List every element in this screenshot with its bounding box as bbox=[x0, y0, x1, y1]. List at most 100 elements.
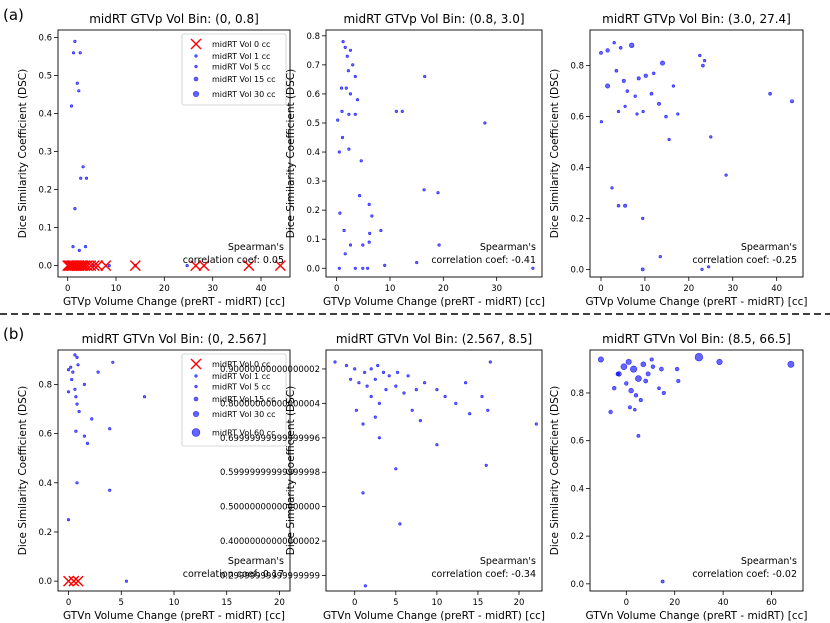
data-point bbox=[361, 422, 365, 426]
data-point bbox=[406, 374, 410, 378]
data-point bbox=[76, 363, 80, 367]
axes-frame bbox=[325, 349, 543, 592]
data-point bbox=[367, 240, 371, 244]
data-point bbox=[633, 94, 637, 98]
data-point bbox=[71, 51, 76, 55]
data-point bbox=[768, 91, 772, 96]
zero-volume-marker bbox=[63, 575, 75, 587]
data-point bbox=[480, 394, 484, 399]
data-point bbox=[628, 387, 634, 394]
data-point bbox=[369, 394, 373, 399]
data-point bbox=[676, 378, 681, 384]
data-point bbox=[534, 422, 538, 426]
data-point bbox=[694, 353, 704, 362]
data-point bbox=[640, 361, 647, 368]
data-point bbox=[82, 434, 86, 438]
scatter-panels: 0 10 20 30 40 0.0 0.1 0.2 0.3 0.4 0.5 0.6 midRT GTVp… bbox=[17, 12, 807, 622]
data-point bbox=[354, 408, 359, 412]
panel-title: midRT GTVp Vol Bin: (3.0, 27.4] bbox=[602, 12, 791, 26]
data-point bbox=[700, 267, 704, 272]
zero-volume-marker bbox=[68, 575, 80, 587]
data-point bbox=[641, 109, 645, 114]
data-point bbox=[618, 45, 623, 50]
data-point bbox=[597, 356, 604, 363]
data-point bbox=[395, 370, 400, 375]
x-tick-label: 10 bbox=[431, 598, 442, 608]
data-point bbox=[400, 109, 404, 113]
x-tick-label: 20 bbox=[669, 598, 680, 608]
y-tick-label: 0.6 bbox=[38, 430, 52, 440]
data-point bbox=[370, 214, 374, 218]
data-point bbox=[66, 518, 71, 522]
y-tick-label: 0.6 bbox=[570, 437, 584, 447]
spearman-annotation-line1: Spearman's bbox=[741, 242, 797, 253]
data-point bbox=[398, 522, 402, 526]
x-tick-label: 40 bbox=[256, 284, 267, 294]
data-point bbox=[659, 366, 664, 372]
legend-box bbox=[181, 353, 287, 447]
scatter-panel: 0 10 20 30 40 0.0 0.2 0.4 0.6 0.8 midRT GTVp Vol B… bbox=[549, 12, 807, 308]
data-point bbox=[340, 135, 345, 140]
data-point bbox=[702, 58, 707, 63]
data-point bbox=[608, 409, 613, 415]
y-axis-label: Dice Similarity Coefficient (DSC) bbox=[549, 69, 561, 238]
data-point bbox=[674, 366, 680, 372]
zero-volume-marker bbox=[190, 260, 202, 272]
data-point bbox=[84, 176, 89, 180]
spearman-annotation-line1: Spearman's bbox=[480, 242, 536, 253]
y-tick-label: 0.4 bbox=[306, 148, 320, 158]
legend-size-marker bbox=[193, 396, 199, 402]
data-point bbox=[612, 386, 617, 391]
scatter-panel: 0 10 20 30 40 0.0 0.1 0.2 0.3 0.4 0.5 0.6 midRT GTVp… bbox=[17, 12, 291, 308]
x-tick-label: 15 bbox=[221, 598, 232, 608]
x-tick-label: 20 bbox=[683, 284, 694, 294]
x-axis-label: GTVn Volume Change (preRT - midRT) [cc] bbox=[323, 610, 545, 622]
data-point bbox=[355, 98, 360, 102]
scatter-panel: 0 5 10 15 20 0.0 0.2 0.4 0.6 0.8 midRT GTVn Vol Bi… bbox=[17, 332, 291, 622]
data-point bbox=[363, 584, 368, 588]
y-tick-label: 0.4 bbox=[570, 484, 584, 494]
legend-x-marker bbox=[190, 358, 202, 370]
data-point bbox=[77, 409, 81, 414]
panel-title: midRT GTVn Vol Bin: (2.567, 8.5] bbox=[336, 332, 532, 346]
x-tick-label: 40 bbox=[771, 284, 782, 294]
legend-size-marker bbox=[193, 76, 199, 82]
data-point bbox=[71, 370, 75, 374]
y-tick-label: 0.29999999999999999 bbox=[220, 572, 320, 582]
data-point bbox=[423, 381, 427, 385]
x-axis-label: GTVn Volume Change (preRT - midRT) [cc] bbox=[586, 610, 808, 622]
legend-entry-label: midRT Vol 5 cc bbox=[212, 383, 270, 392]
spearman-annotation-line1: Spearman's bbox=[480, 556, 536, 567]
data-point bbox=[410, 408, 414, 412]
data-point bbox=[79, 176, 83, 180]
data-point bbox=[345, 54, 349, 58]
x-tick-label: 10 bbox=[385, 284, 396, 294]
data-point bbox=[649, 357, 654, 362]
row-label-b: (b) bbox=[3, 325, 24, 343]
scatter-panel: 0 20 40 60 0.0 0.2 0.4 0.6 0.8 midRT GTVn Vol Bin… bbox=[549, 332, 807, 622]
data-point bbox=[343, 45, 347, 50]
data-point bbox=[436, 191, 440, 195]
data-point bbox=[376, 363, 380, 368]
legend-size-marker bbox=[194, 64, 198, 69]
data-point bbox=[142, 395, 147, 399]
zero-volume-marker bbox=[129, 260, 141, 272]
data-point bbox=[337, 266, 341, 270]
data-point bbox=[377, 401, 382, 406]
legend-entry-label: midRT Vol 0 cc bbox=[212, 40, 270, 49]
data-point bbox=[333, 360, 337, 364]
zero-volume-marker bbox=[243, 260, 255, 272]
data-point bbox=[361, 243, 365, 247]
data-point bbox=[74, 429, 78, 433]
x-tick-label: 5 bbox=[119, 598, 124, 608]
data-point bbox=[698, 53, 702, 58]
data-point bbox=[77, 89, 81, 93]
data-point bbox=[649, 91, 654, 96]
spearman-annotation-line2: correlation coef: -0.34 bbox=[431, 569, 536, 580]
y-tick-label: 0.1 bbox=[38, 224, 52, 234]
data-point bbox=[709, 135, 713, 139]
data-point bbox=[443, 394, 447, 399]
panel-title: midRT GTVp Vol Bin: (0, 0.8] bbox=[89, 12, 259, 26]
y-tick-label: 0.90000000000000002 bbox=[220, 365, 320, 375]
data-point bbox=[627, 405, 632, 410]
